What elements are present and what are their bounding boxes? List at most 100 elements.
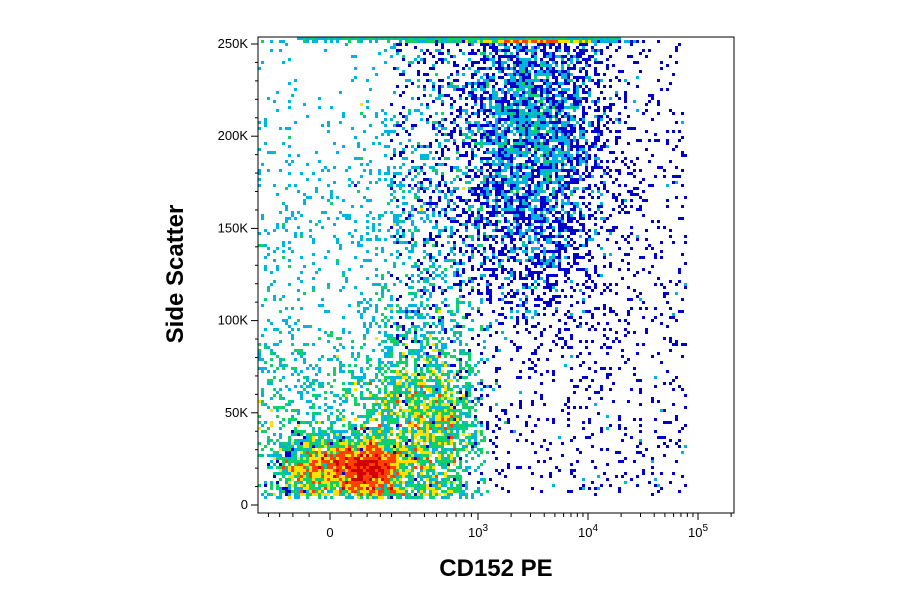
- density-cell: [459, 199, 462, 202]
- density-cell: [405, 310, 408, 313]
- density-cell: [462, 400, 465, 403]
- density-cell: [480, 253, 483, 256]
- density-cell: [564, 268, 567, 271]
- density-cell: [594, 49, 597, 52]
- density-cell: [384, 397, 387, 400]
- density-cell: [558, 184, 561, 187]
- density-cell: [285, 385, 288, 388]
- density-cell: [486, 109, 489, 112]
- density-cell: [588, 124, 591, 127]
- density-cell: [438, 142, 441, 145]
- density-cell: [381, 247, 384, 250]
- density-cell: [519, 151, 522, 154]
- density-cell: [468, 358, 471, 361]
- density-cell: [522, 217, 525, 220]
- density-cell: [501, 112, 504, 115]
- density-cell: [453, 178, 456, 181]
- density-cell: [516, 349, 519, 352]
- density-cell: [327, 373, 330, 376]
- density-cell: [423, 307, 426, 310]
- density-cell: [495, 133, 498, 136]
- density-cell: [378, 361, 381, 364]
- density-cell: [486, 190, 489, 193]
- density-cell: [537, 247, 540, 250]
- density-cell: [510, 184, 513, 187]
- density-cell: [438, 385, 441, 388]
- density-cell: [360, 163, 363, 166]
- density-cell: [588, 229, 591, 232]
- density-cell: [555, 79, 558, 82]
- density-cell: [552, 181, 555, 184]
- density-cell: [579, 379, 582, 382]
- density-cell: [450, 199, 453, 202]
- density-cell: [402, 376, 405, 379]
- density-cell: [528, 40, 531, 43]
- density-cell: [510, 43, 513, 46]
- density-cell: [537, 145, 540, 148]
- density-cell: [432, 358, 435, 361]
- density-cell: [432, 157, 435, 160]
- density-cell: [525, 136, 528, 139]
- density-cell: [312, 37, 315, 40]
- density-cell: [414, 394, 417, 397]
- density-cell: [450, 370, 453, 373]
- density-cell: [372, 394, 375, 397]
- density-cell: [633, 61, 636, 64]
- density-cell: [450, 226, 453, 229]
- density-cell: [534, 199, 537, 202]
- density-cell: [534, 214, 537, 217]
- density-cell: [279, 340, 282, 343]
- density-cell: [594, 157, 597, 160]
- density-cell: [543, 127, 546, 130]
- density-cell: [501, 145, 504, 148]
- density-cell: [516, 205, 519, 208]
- density-cell: [558, 118, 561, 121]
- density-cell: [507, 163, 510, 166]
- density-cell: [519, 403, 522, 406]
- density-cell: [492, 175, 495, 178]
- density-cell: [444, 40, 447, 43]
- density-cell: [426, 118, 429, 121]
- density-cell: [564, 40, 567, 43]
- density-cell: [297, 391, 300, 394]
- density-cell: [684, 262, 687, 265]
- density-cell: [651, 397, 654, 400]
- density-cell: [612, 196, 615, 199]
- density-cell: [546, 145, 549, 148]
- density-cell: [378, 370, 381, 373]
- density-cell: [438, 184, 441, 187]
- density-cell: [501, 61, 504, 64]
- density-cell: [474, 388, 477, 391]
- density-cell: [297, 373, 300, 376]
- density-cell: [561, 73, 564, 76]
- density-cell: [345, 400, 348, 403]
- density-cell: [429, 292, 432, 295]
- density-cell: [453, 202, 456, 205]
- density-cell: [471, 253, 474, 256]
- density-cell: [552, 94, 555, 97]
- density-cell: [402, 58, 405, 61]
- density-cell: [561, 187, 564, 190]
- density-cell: [570, 181, 573, 184]
- density-cell: [366, 220, 369, 223]
- density-cell: [534, 100, 537, 103]
- density-cell: [558, 217, 561, 220]
- density-cell: [483, 58, 486, 61]
- density-cell: [519, 79, 522, 82]
- density-cell: [474, 247, 477, 250]
- density-cell: [504, 133, 507, 136]
- density-cell: [414, 208, 417, 211]
- density-cell: [510, 112, 513, 115]
- density-cell: [537, 73, 540, 76]
- density-cell: [543, 259, 546, 262]
- density-cell: [489, 268, 492, 271]
- density-cell: [435, 307, 438, 310]
- density-cell: [420, 334, 423, 337]
- density-cell: [426, 49, 429, 52]
- density-cell: [516, 151, 519, 154]
- density-cell: [528, 235, 531, 238]
- density-cell: [558, 82, 561, 85]
- density-cell: [546, 283, 549, 286]
- density-cell: [555, 145, 558, 148]
- density-cell: [543, 64, 546, 67]
